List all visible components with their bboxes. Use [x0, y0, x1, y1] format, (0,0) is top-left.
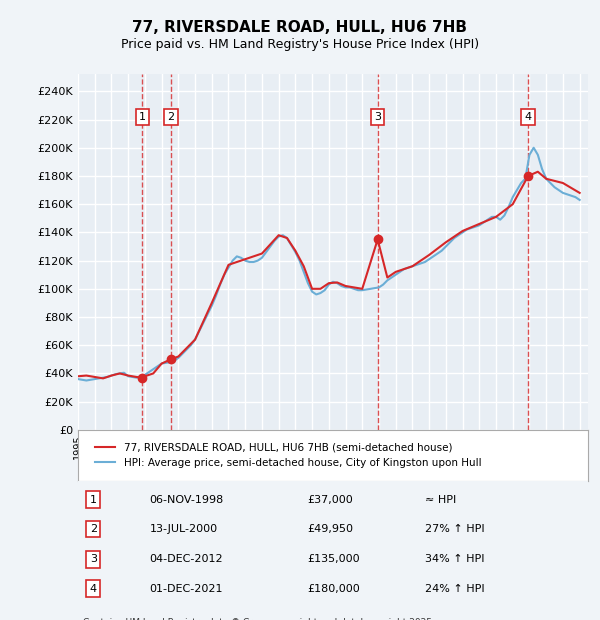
Text: £180,000: £180,000: [308, 583, 360, 593]
Text: 4: 4: [524, 112, 532, 122]
Legend: 77, RIVERSDALE ROAD, HULL, HU6 7HB (semi-detached house), HPI: Average price, se: 77, RIVERSDALE ROAD, HULL, HU6 7HB (semi…: [88, 436, 488, 474]
Text: 04-DEC-2012: 04-DEC-2012: [149, 554, 223, 564]
Text: 01-DEC-2021: 01-DEC-2021: [149, 583, 223, 593]
Text: 1: 1: [139, 112, 146, 122]
Text: ≈ HPI: ≈ HPI: [425, 495, 456, 505]
Text: 06-NOV-1998: 06-NOV-1998: [149, 495, 224, 505]
Text: 4: 4: [90, 583, 97, 593]
Text: 3: 3: [374, 112, 381, 122]
Text: 1: 1: [90, 495, 97, 505]
Text: 2: 2: [167, 112, 174, 122]
Text: £49,950: £49,950: [308, 524, 353, 534]
Text: 2: 2: [90, 524, 97, 534]
Text: Price paid vs. HM Land Registry's House Price Index (HPI): Price paid vs. HM Land Registry's House …: [121, 38, 479, 51]
Text: 24% ↑ HPI: 24% ↑ HPI: [425, 583, 484, 593]
Text: 27% ↑ HPI: 27% ↑ HPI: [425, 524, 484, 534]
Text: £135,000: £135,000: [308, 554, 360, 564]
Text: 34% ↑ HPI: 34% ↑ HPI: [425, 554, 484, 564]
Text: 13-JUL-2000: 13-JUL-2000: [149, 524, 218, 534]
Text: £37,000: £37,000: [308, 495, 353, 505]
Text: 77, RIVERSDALE ROAD, HULL, HU6 7HB: 77, RIVERSDALE ROAD, HULL, HU6 7HB: [133, 20, 467, 35]
Text: 3: 3: [90, 554, 97, 564]
Text: Contains HM Land Registry data © Crown copyright and database right 2025.
This d: Contains HM Land Registry data © Crown c…: [83, 618, 435, 620]
